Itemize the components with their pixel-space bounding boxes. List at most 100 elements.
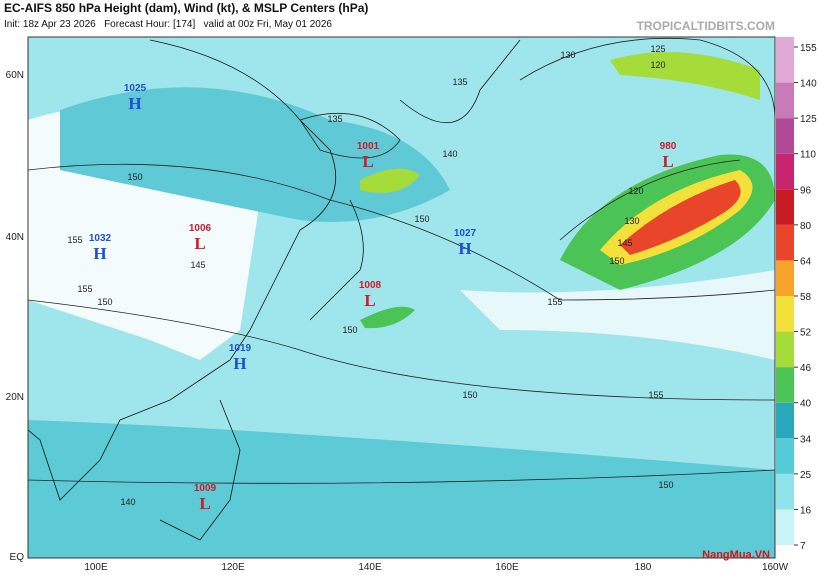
lat-label: EQ (10, 552, 25, 563)
colorbar-tick-label: 155 (800, 43, 817, 54)
colorbar-segment (776, 118, 794, 154)
subtitle: Init: 18z Apr 23 2026 Forecast Hour: [17… (4, 19, 332, 30)
coastline (399, 39, 521, 123)
colorbar-segment (776, 296, 794, 332)
center-letter: H (93, 244, 106, 263)
center-letter: L (362, 152, 373, 171)
watermark: NangMua.VN (702, 549, 770, 561)
center-letter: H (233, 354, 246, 373)
wind-band (28, 420, 775, 558)
height-contours (28, 37, 775, 484)
colorbar-segment (776, 509, 794, 545)
coastline (309, 199, 364, 321)
lat-label: 60N (6, 70, 24, 81)
jet (360, 306, 415, 329)
lon-label: 160W (762, 562, 789, 573)
lat-label: 40N (6, 232, 24, 243)
contour-label: 145 (617, 238, 632, 248)
contour-label: 135 (452, 77, 467, 87)
contour-label: 155 (648, 390, 663, 400)
lon-label: 160E (495, 562, 519, 573)
center-value: 1001 (357, 141, 380, 152)
contour-label: 150 (127, 172, 142, 182)
title: EC-AIFS 850 hPa Height (dam), Wind (kt),… (4, 1, 368, 15)
wind-band (60, 87, 450, 222)
contour-label: 150 (414, 214, 429, 224)
center-letter: L (199, 494, 210, 513)
colorbar-segment (776, 82, 794, 119)
contour-label: 150 (462, 390, 477, 400)
colorbar-top (776, 37, 794, 47)
contour-label: 140 (442, 149, 457, 159)
colorbar-segment (776, 260, 794, 296)
center-value: 980 (660, 141, 677, 152)
colorbar-tick-label: 64 (800, 256, 812, 267)
colorbar-tick-label: 110 (800, 150, 816, 161)
colorbar-tick-label: 46 (800, 363, 812, 374)
contour-label: 130 (560, 50, 575, 60)
colorbar-tick-label: 52 (800, 328, 812, 339)
map (27, 36, 776, 559)
calm-area (460, 270, 775, 360)
contour-labels: 130 125 120 135 135 140 150 145 150 155 155 150 150 1… (67, 44, 673, 507)
colorbar-segment (776, 473, 794, 510)
contour-label: 155 (77, 284, 92, 294)
center-value: 1006 (189, 223, 212, 234)
colorbar-segment (776, 438, 794, 474)
colorbar-segment (776, 224, 794, 261)
center-value: 1027 (454, 228, 477, 239)
colorbar-segment (776, 47, 794, 83)
colorbar-tick-label: 25 (800, 470, 812, 481)
center-letter: L (194, 234, 205, 253)
colorbar-tick-label: 16 (800, 505, 812, 516)
colorbar-segment (776, 153, 794, 190)
colorbar-tick-label: 34 (800, 434, 812, 445)
lat-label: 20N (6, 392, 24, 403)
jet (610, 52, 760, 100)
contour-label: 150 (97, 297, 112, 307)
center-value: 1009 (194, 483, 217, 494)
contour-label: 145 (190, 260, 205, 270)
contour-label: 135 (327, 114, 342, 124)
contour-label: 120 (650, 60, 665, 70)
colorbar-tick-label: 40 (800, 399, 812, 410)
contour-label: 150 (609, 256, 624, 266)
colorbar-tick-label: 125 (800, 114, 817, 125)
pressure-centers: 1025H1032H1006L1001L1008L1027H980L1019H1… (89, 83, 677, 513)
colorbar-segment (776, 189, 794, 225)
contour-label: 140 (120, 497, 135, 507)
colorbar-segment (776, 367, 794, 403)
lon-label: 120E (221, 562, 245, 573)
center-letter: H (128, 94, 141, 113)
jet (360, 168, 420, 193)
center-letter: L (662, 152, 673, 171)
center-value: 1025 (124, 83, 147, 94)
center-value: 1019 (229, 343, 252, 354)
contour-label: 155 (67, 235, 82, 245)
colorbar-tick-label: 80 (800, 221, 812, 232)
coastline (159, 399, 241, 541)
center-value: 1032 (89, 233, 112, 244)
colorbar-tick-label: 140 (800, 79, 817, 90)
lon-label: 180 (635, 562, 652, 573)
lon-label: 140E (358, 562, 382, 573)
colorbar-tick-label: 58 (800, 292, 812, 303)
colorbar-tick-label: 96 (800, 185, 812, 196)
center-letter: L (364, 291, 375, 310)
contour-label: 150 (658, 480, 673, 490)
jet (620, 180, 741, 255)
coastline (28, 39, 337, 501)
center-value: 1008 (359, 280, 382, 291)
colorbar: 7 16 25 34 40 46 52 58 64 80 96 110 125 140 155 (776, 37, 817, 552)
contour-label: 150 (342, 325, 357, 335)
contour-label: 130 (624, 216, 639, 226)
lon-label: 100E (84, 562, 108, 573)
contour-label: 120 (628, 186, 643, 196)
colorbar-segment (776, 402, 794, 439)
source: TROPICALTIDBITS.COM (637, 19, 775, 33)
colorbar-segment (776, 331, 794, 368)
map-frame (27, 36, 776, 559)
contour-label: 155 (547, 297, 562, 307)
center-letter: H (458, 239, 471, 258)
